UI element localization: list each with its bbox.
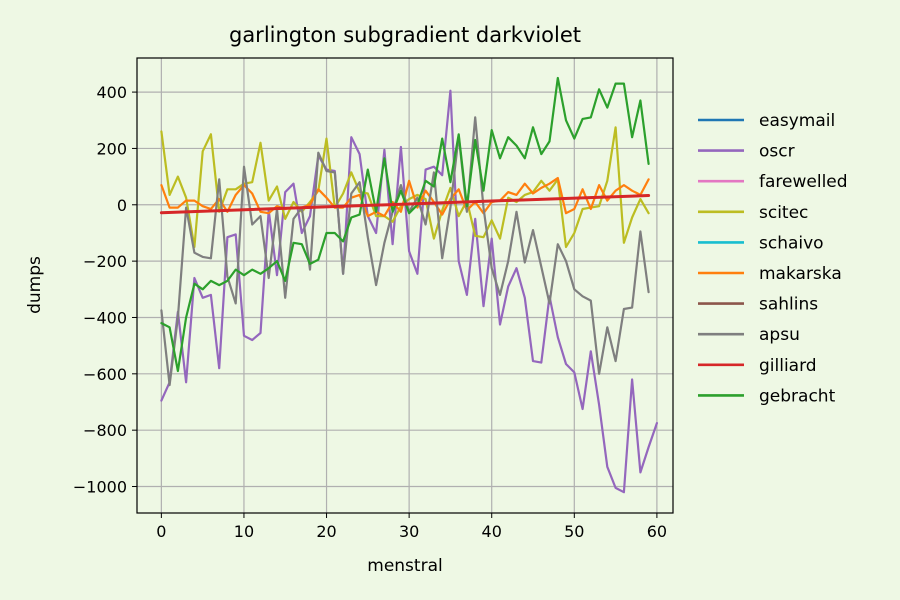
legend-label: farewelled	[759, 172, 848, 192]
series-line-oscr	[160, 89, 659, 494]
y-tick-label: −800	[83, 421, 127, 440]
plot-frame	[136, 57, 674, 514]
x-tick-label: 10	[234, 522, 254, 541]
chart-title: garlington subgradient darkviolet	[229, 23, 581, 47]
x-tick-label: 30	[399, 522, 419, 541]
legend: easymail oscr farewelled scitec schaivo makar…	[698, 111, 848, 406]
legend-item-apsu: apsu	[698, 325, 800, 345]
legend-item-easymail: easymail	[698, 111, 835, 131]
legend-item-oscr: oscr	[698, 142, 795, 162]
legend-item-gebracht: gebracht	[698, 386, 836, 406]
legend-label: scitec	[759, 203, 808, 223]
legend-label: apsu	[759, 325, 800, 345]
legend-label: easymail	[759, 111, 835, 131]
legend-label: gilliard	[759, 356, 817, 376]
y-tick-label: 400	[96, 83, 127, 102]
series-lines	[159, 76, 659, 494]
x-tick-label: 40	[482, 522, 502, 541]
legend-item-schaivo: schaivo	[698, 233, 824, 253]
legend-label: gebracht	[759, 386, 836, 406]
x-tick-label: 0	[156, 522, 166, 541]
legend-label: makarska	[759, 264, 842, 284]
y-tick-label: −600	[83, 365, 127, 384]
legend-item-scitec: scitec	[698, 203, 808, 223]
legend-item-sahlins: sahlins	[698, 295, 818, 315]
grid	[137, 58, 673, 513]
legend-label: schaivo	[759, 233, 824, 253]
y-axis-label: dumps	[25, 256, 45, 314]
x-tick-label: 50	[564, 522, 584, 541]
series-line-gebracht	[160, 76, 650, 373]
y-tick-label: 0	[117, 196, 127, 215]
series-line-gilliard	[159, 194, 651, 215]
x-axis-label: menstral	[367, 556, 442, 576]
y-tick-label: −1000	[73, 478, 127, 497]
x-axis-ticks: 0 10 20 30 40 50 60	[156, 513, 667, 541]
series-line-apsu	[160, 116, 650, 387]
legend-item-makarska: makarska	[698, 264, 842, 284]
legend-item-gilliard: gilliard	[698, 356, 817, 376]
legend-label: oscr	[759, 142, 795, 162]
legend-item-farewelled: farewelled	[698, 172, 848, 192]
x-tick-label: 60	[647, 522, 667, 541]
y-axis-ticks: −1000 −800 −600 −400 −200 0 200 400	[73, 83, 137, 497]
legend-label: sahlins	[759, 295, 818, 315]
x-tick-label: 20	[316, 522, 336, 541]
y-tick-label: 200	[96, 139, 127, 158]
y-tick-label: −400	[83, 308, 127, 327]
plot-area	[137, 58, 673, 513]
y-tick-label: −200	[83, 252, 127, 271]
